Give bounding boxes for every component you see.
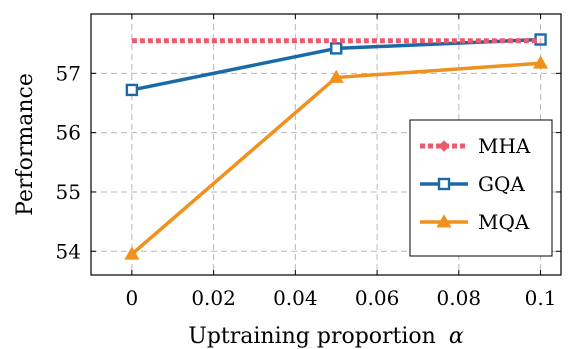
legend-marker-mha: [438, 140, 450, 152]
legend-item-mqa: MQA: [420, 210, 530, 234]
x-axis-title-text: Uptraining proportion: [188, 324, 436, 349]
y-tick-label: 57: [56, 61, 81, 85]
series-mqa-point: [328, 69, 344, 83]
x-axis-title: Uptraining proportion α: [188, 324, 464, 349]
axis-ticks: 0 0.02 0.04 0.06 0.08 0.1 54 55 56 57: [56, 14, 561, 310]
legend-box: [409, 119, 553, 257]
x-tick-label: 0.06: [355, 286, 400, 310]
x-axis-title-symbol: α: [449, 324, 464, 349]
y-tick-label: 55: [56, 180, 81, 204]
legend-marker-mqa: [436, 214, 452, 228]
series-gqa-point: [125, 83, 139, 97]
y-axis-title: Performance: [13, 73, 38, 216]
x-tick-label: 0.1: [525, 286, 557, 310]
legend-label-mha: MHA: [478, 134, 531, 158]
y-tick-label: 56: [56, 121, 81, 145]
series-mqa-point: [124, 246, 140, 260]
series-gqa: [125, 33, 547, 97]
legend-marker-gqa: [437, 177, 451, 191]
x-tick-label: 0.04: [273, 286, 318, 310]
legend-item-gqa: GQA: [420, 172, 525, 196]
legend-label-gqa: GQA: [478, 172, 525, 196]
legend-label-mqa: MQA: [478, 210, 530, 234]
plot-frame: [90, 13, 562, 276]
legend-item-mha: MHA: [420, 134, 531, 158]
x-tick-label: 0: [126, 286, 139, 310]
legend: MHA GQA MQA: [409, 119, 553, 257]
y-tick-label: 54: [56, 239, 81, 263]
series-gqa-point: [330, 42, 343, 55]
series-mqa-point: [533, 55, 549, 69]
series-layer: [124, 33, 549, 260]
x-tick-label: 0.02: [191, 286, 236, 310]
series-mqa: [124, 55, 549, 260]
x-tick-label: 0.08: [437, 286, 482, 310]
